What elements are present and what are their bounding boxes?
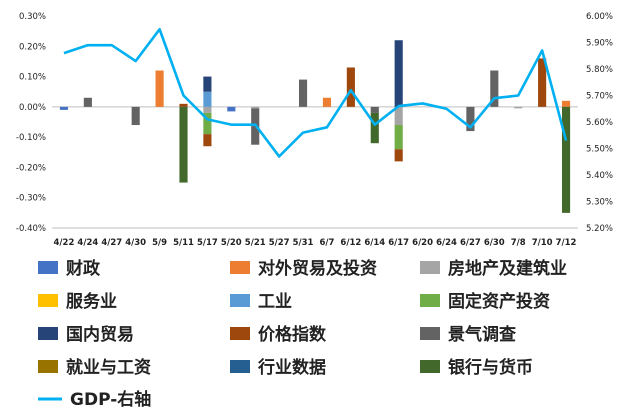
legend-label: 固定资产投资 (448, 291, 550, 312)
bar-segment (203, 76, 212, 92)
legend-label: 对外贸易及投资 (258, 258, 377, 279)
legend-swatch (420, 261, 440, 274)
x-tick-label: 6/14 (364, 238, 385, 248)
legend-swatch (420, 294, 440, 307)
y-left-tick-label: 0.20% (19, 42, 46, 52)
bar-segment (203, 106, 212, 113)
y-right-tick-label: 5.60% (586, 118, 613, 128)
x-tick-label: 4/22 (54, 238, 75, 248)
x-tick-label: 5/17 (197, 238, 218, 248)
x-tick-label: 6/12 (340, 238, 361, 248)
legend-label: 服务业 (66, 291, 117, 312)
x-tick-label: 7/10 (532, 238, 553, 248)
legend-label: 银行与货币 (448, 357, 533, 378)
y-left-tick-label: 0.10% (19, 73, 46, 83)
bar-segment (394, 149, 403, 162)
bar-segment (561, 106, 571, 213)
legend-swatch (38, 360, 58, 373)
legend-label: 价格指数 (258, 324, 327, 345)
legend-label: 房地产及建筑业 (448, 258, 567, 279)
gdp-line-group (63, 27, 568, 158)
bar-segment (394, 125, 403, 150)
legend-label: 就业与工资 (66, 357, 151, 378)
x-tick-label: 5/21 (245, 238, 266, 248)
y-right-tick-label: 5.30% (586, 198, 613, 208)
bar-segment (203, 134, 212, 147)
y-right-tick-label: 5.80% (586, 65, 613, 75)
x-tick-label: 5/9 (152, 238, 167, 248)
x-tick-label: 6/27 (460, 238, 481, 248)
y-right-tick-label: 5.50% (586, 145, 613, 155)
bar-segment (370, 112, 379, 144)
bar-segment (322, 97, 332, 107)
bar-segment (514, 106, 523, 109)
bar-segment (298, 79, 308, 107)
y-right-tick-label: 5.90% (586, 39, 613, 49)
x-tick-label: 5/27 (269, 238, 290, 248)
legend-label: 财政 (65, 258, 101, 279)
legend-swatch (230, 261, 250, 274)
gdp-line (63, 27, 568, 158)
legend-swatch (420, 327, 440, 340)
x-tick-label: 6/17 (388, 238, 409, 248)
bar-segment (561, 100, 571, 107)
y-left-tick-label: 0.30% (19, 12, 46, 22)
x-tick-label: 7/8 (511, 238, 526, 248)
bar-segment (394, 40, 403, 107)
y-left-tick-label: -0.30% (16, 194, 46, 204)
y-left-tick-label: 0.00% (19, 103, 46, 113)
x-tick-label: 7/12 (556, 238, 577, 248)
x-tick-label: 5/11 (173, 238, 194, 248)
y-right-tick-label: 5.20% (586, 224, 613, 234)
legend-swatch (38, 327, 58, 340)
x-tick-label: 6/30 (484, 238, 505, 248)
legend-swatch (230, 360, 250, 373)
x-tick-label: 4/24 (77, 238, 98, 248)
x-tick-label: 5/20 (221, 238, 242, 248)
y-left-tick-label: -0.10% (16, 133, 46, 143)
y-right-tick-label: 5.40% (586, 171, 613, 181)
bar-segment (490, 70, 499, 107)
axes: 0.30% 0.20% 0.10% 0.00% -0.10% -0.20% -0.30% -0… (16, 12, 613, 248)
legend-swatch (420, 360, 440, 373)
bar-segment (179, 103, 188, 107)
x-tick-label: 5/31 (293, 238, 314, 248)
x-tick-label: 6/24 (436, 238, 457, 248)
bar-segment (251, 106, 260, 109)
x-tick-label: 4/30 (125, 238, 146, 248)
bar-segment (466, 106, 475, 132)
bar-segment (538, 58, 547, 107)
bar-segment (394, 106, 403, 126)
x-tick-label: 6/7 (319, 238, 334, 248)
bar-segment (203, 112, 212, 135)
bar-segment (227, 106, 236, 112)
legend-swatch (230, 327, 250, 340)
y-left-tick-label: -0.40% (16, 224, 46, 234)
x-tick-label: 4/27 (101, 238, 122, 248)
bar-segment (203, 91, 212, 107)
x-tick-label: 6/20 (412, 238, 433, 248)
bar-segment (179, 106, 188, 183)
y-right-tick-label: 5.70% (586, 92, 613, 102)
bar-segment (59, 106, 69, 110)
bar-segment (346, 67, 355, 107)
bars (59, 40, 571, 213)
y-right-tick-label: 6.00% (586, 12, 613, 22)
legend-label: 行业数据 (257, 357, 326, 378)
legend-label: 景气调查 (448, 324, 517, 345)
y-left-tick-label: -0.20% (16, 163, 46, 173)
legend-label: 国内贸易 (66, 324, 134, 345)
bar-segment (83, 97, 92, 107)
bar-segment (155, 70, 164, 107)
bar-segment (131, 106, 140, 126)
legend-swatch (38, 261, 58, 274)
legend-label: GDP-右轴 (70, 389, 151, 410)
legend-swatch (38, 294, 58, 307)
legend-swatch (230, 294, 250, 307)
bar-segment (370, 106, 379, 113)
legend-label: 工业 (258, 292, 292, 312)
